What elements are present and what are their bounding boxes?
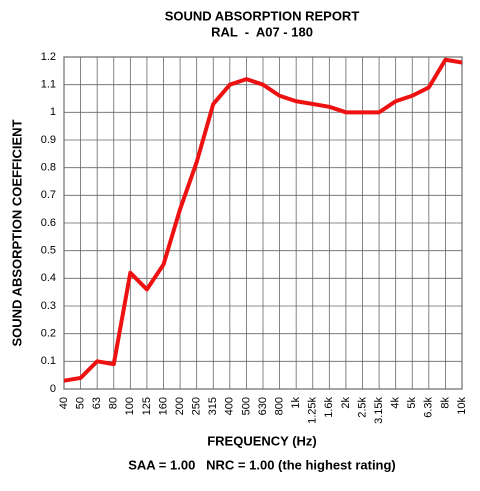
x-tick-label: 40 <box>58 397 70 409</box>
y-tick-label: 1 <box>50 106 56 118</box>
x-tick-label: 80 <box>108 397 120 409</box>
x-tick-label: 8k <box>439 397 451 409</box>
x-tick-label: 250 <box>191 397 203 415</box>
x-tick-label: 63 <box>91 397 103 409</box>
x-tick-label: 400 <box>224 397 236 415</box>
chart-title: SOUND ABSORPTION REPORT <box>165 8 360 23</box>
y-tick-label: 0.2 <box>41 328 56 340</box>
x-tick-label: 1.6k <box>323 397 335 418</box>
x-tick-label: 6.3k <box>423 397 435 418</box>
x-tick-label: 800 <box>273 397 285 415</box>
y-tick-label: 0.5 <box>41 245 56 257</box>
y-tick-label: 0.9 <box>41 134 56 146</box>
x-tick-label: 5k <box>406 397 418 409</box>
y-tick-label: 0.6 <box>41 217 56 229</box>
x-tick-label: 500 <box>240 397 252 415</box>
y-tick-label: 0.8 <box>41 162 56 174</box>
x-tick-label: 200 <box>174 397 186 415</box>
y-axis-label: SOUND ABSORPTION COEFFICIENT <box>9 119 24 346</box>
x-tick-label: 50 <box>74 397 86 409</box>
y-tick-label: 0.7 <box>41 189 56 201</box>
footer: SAA = 1.00 NRC = 1.00 (the highest ratin… <box>128 457 396 472</box>
x-tick-label: 100 <box>124 397 136 415</box>
y-tick-label: 0.3 <box>41 300 56 312</box>
x-tick-label: 2.5k <box>356 397 368 418</box>
x-tick-label: 1.25k <box>307 397 319 424</box>
x-tick-label: 315 <box>207 397 219 415</box>
y-tick-label: 1.1 <box>41 79 56 91</box>
chart-subtitle: RAL - A07 - 180 <box>211 24 313 39</box>
x-tick-label: 3.15k <box>373 397 385 424</box>
x-axis-label: FREQUENCY (Hz) <box>207 433 317 448</box>
x-tick-label: 1k <box>290 397 302 409</box>
y-tick-label: 0.4 <box>41 272 56 284</box>
x-tick-label: 160 <box>157 397 169 415</box>
x-tick-label: 2k <box>340 397 352 409</box>
data-line <box>63 57 463 383</box>
x-tick-label: 10k <box>456 397 468 415</box>
x-tick-label: 125 <box>141 397 153 415</box>
y-tick-label: 0.1 <box>41 355 56 367</box>
x-tick-label: 630 <box>257 397 269 415</box>
x-tick-label: 4k <box>390 397 402 409</box>
y-tick-label: 1.2 <box>41 51 56 63</box>
y-tick-label: 0 <box>50 383 56 395</box>
